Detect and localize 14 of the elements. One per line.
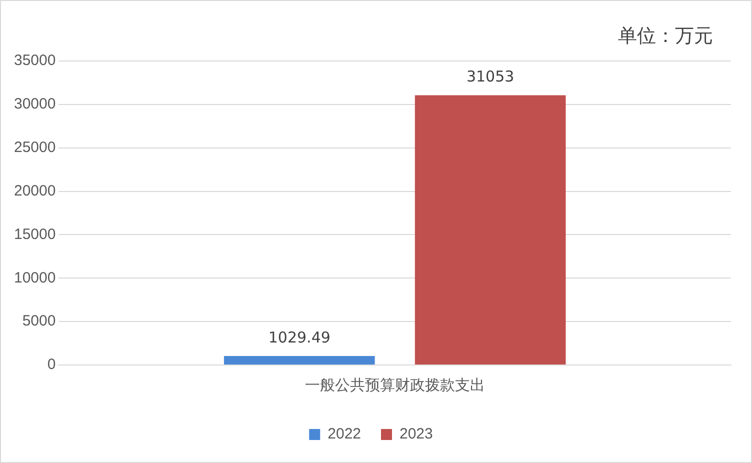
y-tick-label: 0 — [47, 356, 56, 374]
legend-label: 2022 — [328, 426, 362, 443]
data-label: 1029.49 — [268, 328, 330, 346]
data-label: 31053 — [466, 68, 514, 86]
x-tick-label: 一般公共预算财政拨款支出 — [304, 377, 485, 394]
y-tick-label: 10000 — [14, 269, 56, 286]
y-tick-label: 20000 — [14, 182, 56, 200]
y-tick-label: 15000 — [14, 226, 56, 243]
y-tick-label: 5000 — [22, 312, 56, 330]
y-tick-label: 30000 — [14, 96, 56, 113]
y-tick-label: 35000 — [14, 52, 56, 70]
y-tick-label: 25000 — [14, 139, 56, 156]
text: 单位：万元 — [618, 24, 713, 49]
legend-label: 2023 — [400, 426, 433, 443]
